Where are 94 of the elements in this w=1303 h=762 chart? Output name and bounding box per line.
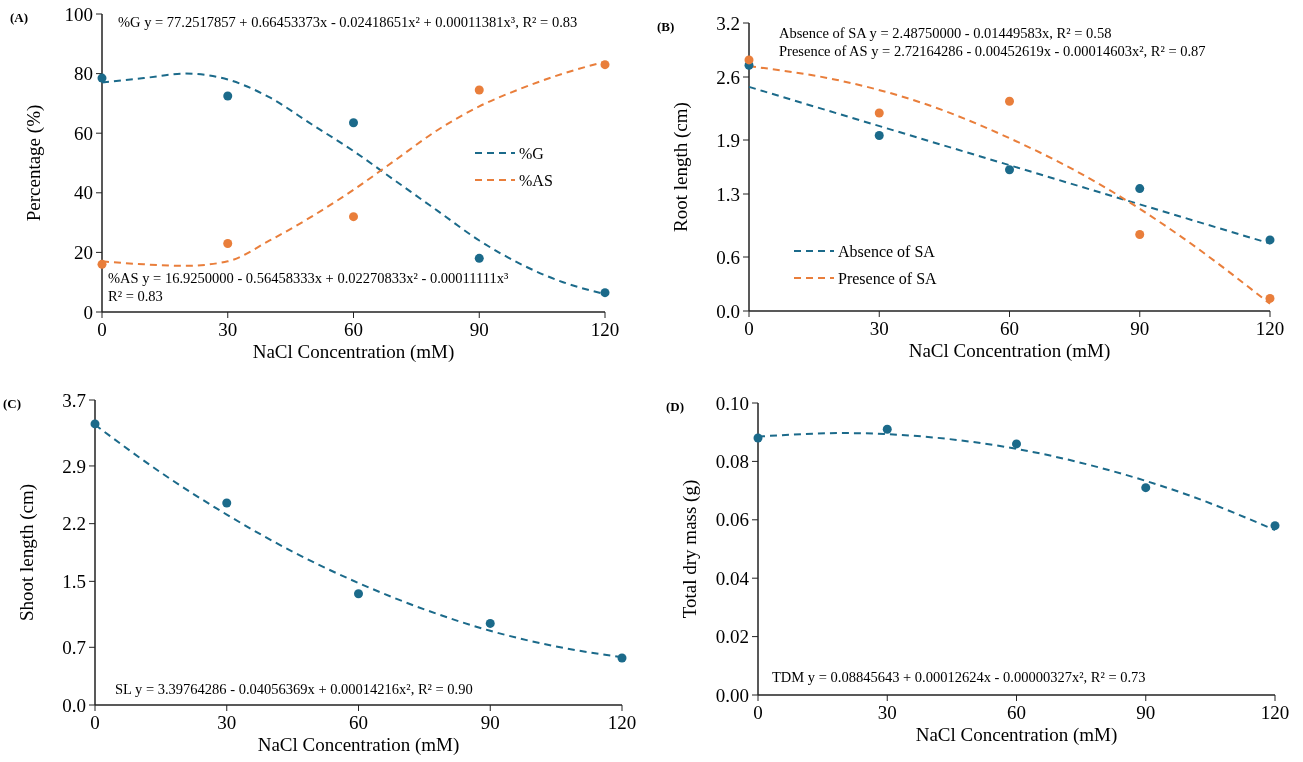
x-tick-label: 60 bbox=[349, 712, 368, 733]
y-tick-label: 3.7 bbox=[62, 389, 86, 411]
y-tick-label: 0.6 bbox=[716, 246, 740, 268]
y-tick-label: 0.7 bbox=[62, 636, 86, 658]
point bbox=[1265, 235, 1275, 245]
y-tick-label: 40 bbox=[74, 182, 93, 204]
chart-title: (A) bbox=[10, 10, 29, 25]
x-tick-label: 60 bbox=[344, 319, 363, 340]
point bbox=[753, 433, 763, 443]
y-tick-label: 60 bbox=[74, 122, 93, 144]
annotation: Presence of AS y = 2.72164286 - 0.00452619x - 0.00014603x², R² = 0.87 bbox=[779, 43, 1206, 60]
point bbox=[1141, 483, 1151, 493]
point bbox=[97, 259, 107, 269]
y-tick-label: 1.9 bbox=[716, 129, 740, 151]
point bbox=[617, 653, 627, 663]
y-tick-label: 0.06 bbox=[715, 509, 749, 531]
legend-label: Presence of SA bbox=[838, 269, 938, 287]
point bbox=[1270, 521, 1280, 531]
chart-title: (B) bbox=[657, 19, 675, 34]
legend-label: %AS bbox=[519, 171, 553, 189]
point bbox=[223, 91, 233, 101]
point bbox=[1012, 439, 1021, 449]
point bbox=[349, 212, 358, 222]
x-tick-label: 60 bbox=[1000, 318, 1019, 339]
annotation: TDM y = 0.08845643 + 0.00012624x - 0.00000327x², R² = 0.73 bbox=[772, 669, 1146, 686]
point bbox=[97, 73, 107, 83]
y-axis-title: Percentage (%) bbox=[23, 104, 45, 222]
annotation: %G y = 77.2517857 + 0.66453373x - 0.02418651x² + 0.00011381x³, R² = 0.83 bbox=[118, 14, 578, 31]
y-tick-label: 0.04 bbox=[715, 567, 750, 589]
y-tick-label: 2.9 bbox=[62, 455, 86, 477]
chart-title: (C) bbox=[3, 396, 22, 411]
point bbox=[1005, 96, 1014, 106]
point bbox=[874, 131, 884, 140]
legend-label: Absence of SA bbox=[838, 242, 936, 260]
y-tick-label: 0.10 bbox=[715, 392, 749, 414]
x-tick-label: 90 bbox=[469, 319, 489, 340]
x-axis-title: NaCl Concentration (mM) bbox=[908, 340, 1111, 362]
y-axis-title: Total dry mass (g) bbox=[679, 479, 701, 619]
point bbox=[874, 108, 884, 118]
x-axis-title: NaCl Concentration (mM) bbox=[915, 724, 1118, 746]
point bbox=[882, 424, 892, 434]
x-tick-label: 90 bbox=[480, 712, 500, 733]
point bbox=[223, 238, 233, 248]
y-tick-label: 0.08 bbox=[715, 451, 749, 473]
y-tick-label: 2.6 bbox=[716, 66, 740, 88]
y-tick-label: 2.2 bbox=[62, 513, 86, 535]
point bbox=[474, 85, 484, 95]
point bbox=[90, 419, 100, 429]
x-tick-label: 90 bbox=[1136, 702, 1156, 723]
y-tick-label: 0 bbox=[83, 301, 93, 323]
y-axis-title: Root length (cm) bbox=[670, 102, 692, 232]
y-tick-label: 100 bbox=[64, 3, 93, 25]
x-tick-label: 90 bbox=[1130, 318, 1150, 339]
annotation: %AS y = 16.9250000 - 0.56458333x + 0.02270833x² - 0.00011111x³ bbox=[108, 270, 509, 287]
y-tick-label: 20 bbox=[74, 242, 93, 264]
point bbox=[474, 253, 484, 263]
y-tick-label: 1.3 bbox=[716, 183, 740, 205]
y-tick-label: 0.02 bbox=[715, 626, 749, 648]
x-tick-label: 30 bbox=[217, 712, 237, 733]
point bbox=[1005, 165, 1014, 175]
y-tick-label: 1.5 bbox=[62, 571, 86, 592]
point bbox=[349, 118, 358, 128]
point bbox=[485, 618, 495, 628]
x-axis-title: NaCl Concentration (mM) bbox=[252, 341, 455, 363]
point bbox=[600, 288, 610, 298]
x-tick-label: 30 bbox=[877, 702, 897, 723]
y-axis-title: Shoot length (cm) bbox=[16, 483, 38, 622]
chart-title: (D) bbox=[666, 399, 685, 414]
annotation: SL y = 3.39764286 - 0.04056369x + 0.00014216x², R² = 0.90 bbox=[115, 681, 473, 698]
x-axis-title: NaCl Concentration (mM) bbox=[257, 734, 460, 756]
y-tick-label: 3.2 bbox=[716, 12, 740, 34]
point bbox=[600, 60, 610, 70]
x-tick-label: 120 bbox=[1260, 702, 1290, 723]
legend-label: %G bbox=[519, 144, 545, 162]
annotation: Absence of SA y = 2.48750000 - 0.01449583x, R² = 0.58 bbox=[779, 25, 1112, 42]
point bbox=[1265, 293, 1275, 303]
x-tick-label: 120 bbox=[1255, 318, 1285, 339]
y-tick-label: 80 bbox=[74, 63, 93, 85]
y-tick-label: 0.00 bbox=[715, 684, 749, 706]
x-tick-label: 0 bbox=[753, 702, 763, 723]
x-tick-label: 0 bbox=[97, 319, 107, 340]
point bbox=[354, 589, 363, 599]
annotation: R² = 0.83 bbox=[108, 288, 163, 305]
x-tick-label: 30 bbox=[218, 319, 238, 340]
x-tick-label: 60 bbox=[1007, 702, 1026, 723]
x-tick-label: 120 bbox=[590, 319, 620, 340]
point bbox=[1135, 184, 1145, 194]
x-tick-label: 30 bbox=[869, 318, 889, 339]
y-tick-label: 0.0 bbox=[62, 694, 86, 716]
point bbox=[222, 498, 232, 508]
x-tick-label: 120 bbox=[607, 712, 637, 733]
point bbox=[744, 55, 754, 65]
point bbox=[1135, 230, 1145, 239]
y-tick-label: 0.0 bbox=[716, 300, 740, 322]
